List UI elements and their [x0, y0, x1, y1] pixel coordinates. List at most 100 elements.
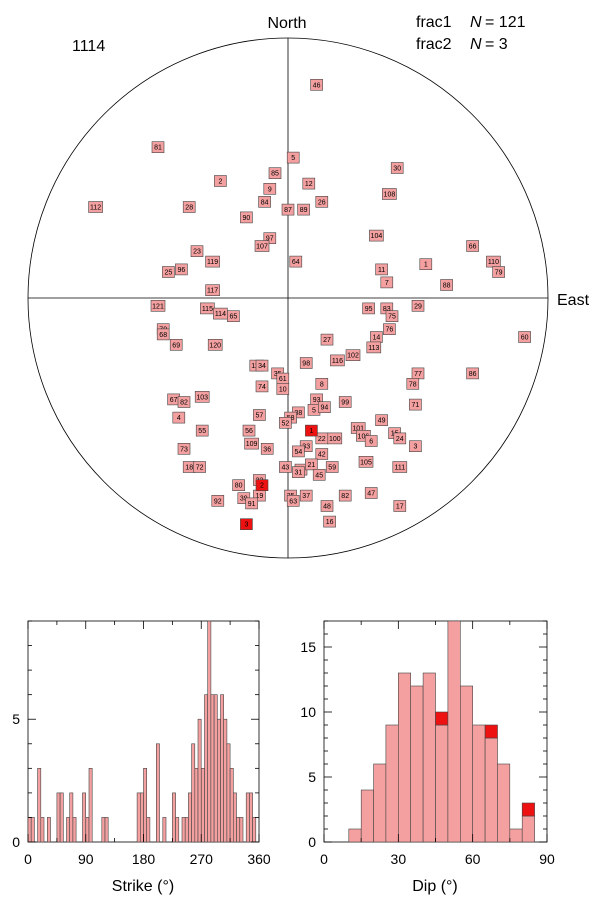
pole-label: 25 [165, 270, 173, 277]
pole-point-frac1-19: 66 [466, 240, 479, 252]
strike-bar-frac1-18 [85, 817, 90, 843]
strike-xlabel: Strike (°) [112, 878, 174, 895]
pole-point-frac1-49: 102 [345, 349, 361, 362]
dip-bar-frac1-2 [373, 763, 387, 843]
pole-marker [205, 255, 220, 268]
dip-bar-frac1-10 [472, 724, 486, 843]
pole-label: 2 [260, 483, 264, 490]
strike-bar-frac1-59 [217, 718, 221, 843]
dip-ytick-label: 10 [300, 704, 316, 720]
strike-bar-frac1-55 [204, 694, 209, 843]
pole-marker [315, 448, 329, 460]
pole-label: 5 [291, 155, 295, 162]
pole-point-frac1-54: 77 [411, 367, 425, 380]
pole-point-frac1-111: 82 [338, 489, 352, 502]
strike-bar-frac1-14 [72, 817, 77, 843]
pole-label: 76 [386, 327, 394, 334]
pole-marker [182, 201, 196, 213]
pole-label: 92 [214, 498, 222, 505]
strike-bar-frac1-24 [104, 817, 109, 843]
pole-marker [279, 416, 292, 429]
pole-label: 37 [302, 493, 310, 500]
stereonet: 1114 North East frac1 N = 121 frac2 N = … [27, 14, 590, 559]
dip-bar-frac1-14 [521, 815, 535, 843]
pole-point-frac1-101: 45 [312, 468, 326, 481]
pole-marker [320, 500, 334, 512]
pole-marker [254, 240, 270, 252]
pole-point-frac1-75: 49 [375, 414, 388, 427]
pole-label: 3 [413, 444, 417, 451]
pole-point-frac1-11: 112 [88, 201, 103, 213]
pole-label: 60 [521, 335, 529, 342]
pole-label: 93 [313, 397, 321, 404]
pole-label: 68 [159, 332, 167, 339]
pole-marker [205, 284, 220, 297]
strike-bar-frac1-13 [69, 792, 74, 843]
dip-bar-frac1-6 [422, 672, 436, 843]
pole-marker [302, 177, 316, 190]
strike-ytick-label: 5 [12, 711, 20, 727]
pole-point-frac1-50: 116 [330, 354, 345, 367]
pole-point-frac1-28: 79 [492, 266, 505, 278]
pole-label: 96 [178, 267, 186, 274]
pole-label: 1 [424, 262, 428, 269]
pole-point-frac2-1: 2 [255, 479, 269, 492]
strike-bar-frac1-17 [82, 792, 87, 843]
pole-label: 57 [256, 413, 264, 420]
pole-label: 38 [295, 410, 303, 417]
pole-marker [240, 518, 253, 531]
dip-ytick-label: 5 [308, 769, 316, 785]
pole-point-frac1-24: 110 [486, 255, 501, 268]
pole-marker [466, 367, 479, 380]
pole-marker [244, 437, 259, 450]
pole-point-frac1-115: 16 [323, 515, 336, 528]
pole-point-frac1-29: 7 [380, 276, 394, 289]
pole-marker [255, 359, 269, 372]
pole-marker [240, 211, 253, 224]
pole-label: 28 [185, 205, 193, 212]
strike-xtick-label: 360 [247, 851, 271, 867]
pole-label: 101 [352, 426, 364, 433]
strike-xtick-label: 0 [24, 851, 32, 867]
strike-bar-frac1-6 [46, 817, 51, 843]
pole-marker [88, 201, 103, 213]
pole-point-frac1-98: 59 [325, 461, 339, 473]
pole-point-frac2-0: 1 [305, 424, 318, 437]
pole-label: 74 [258, 384, 266, 391]
pole-marker [385, 310, 399, 323]
pole-point-frac1-4: 85 [268, 167, 282, 179]
pole-marker [380, 276, 394, 289]
pole-point-frac1-6: 12 [302, 177, 316, 190]
pole-point-frac1-66: 99 [338, 396, 352, 408]
pole-point-frac1-42: 76 [383, 323, 396, 336]
pole-label: 63 [289, 498, 297, 505]
pole-marker [382, 188, 397, 200]
pole-point-frac1-84: 24 [393, 432, 407, 445]
pole-label: 75 [388, 314, 396, 321]
pole-marker [177, 396, 191, 408]
pole-marker [151, 141, 165, 153]
legend: frac1 N = 121 frac2 N = 3 [416, 14, 526, 53]
pole-point-frac1-2: 5 [286, 151, 300, 164]
pole-label: 29 [414, 303, 422, 310]
pole-marker [276, 383, 290, 395]
pole-point-frac1-1: 81 [151, 141, 165, 153]
pole-point-frac1-106: 91 [245, 497, 258, 510]
dip-bar-frac1-7 [435, 724, 449, 843]
pole-marker [409, 398, 422, 411]
pole-label: 104 [371, 233, 383, 240]
pole-label: 49 [378, 418, 386, 425]
strike-bar-frac1-49 [184, 817, 189, 843]
pole-label: 77 [414, 371, 422, 378]
pole-marker [190, 245, 204, 257]
pole-marker [297, 203, 310, 216]
strike-bar-frac1-53 [197, 718, 202, 843]
pole-point-frac1-109: 37 [299, 489, 313, 502]
pole-label: 52 [282, 420, 290, 427]
pole-label: 100 [329, 436, 341, 443]
pole-marker [325, 461, 339, 473]
pole-marker [440, 279, 453, 291]
pole-marker [292, 466, 305, 479]
pole-label: 1 [309, 428, 313, 435]
